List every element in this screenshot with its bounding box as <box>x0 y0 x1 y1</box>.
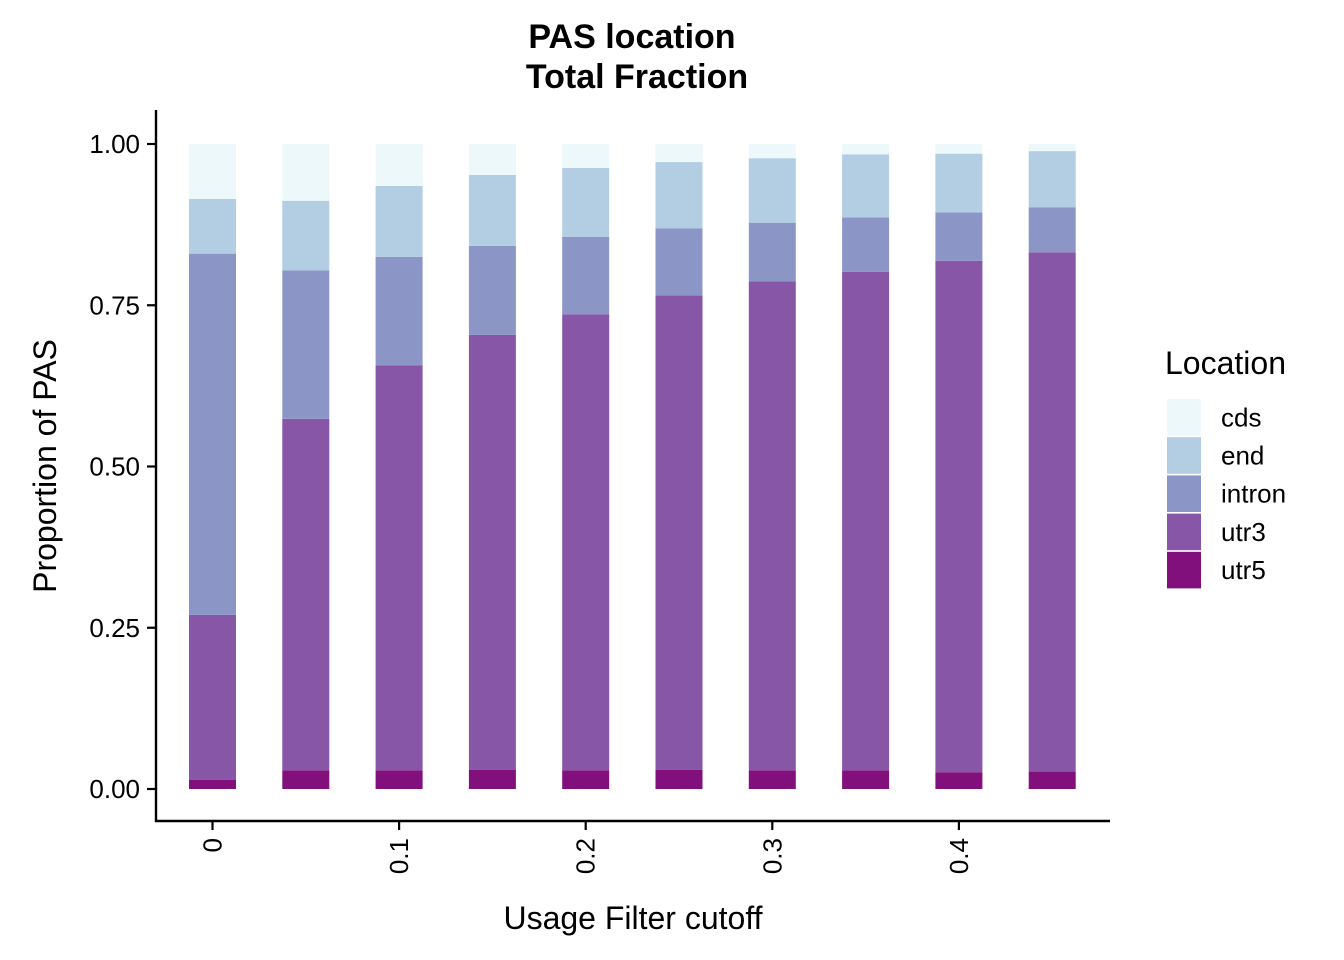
bar-segment-utr5 <box>189 779 236 789</box>
bar-segment-end <box>468 174 516 246</box>
bar-segment-utr3 <box>468 334 516 770</box>
y-ticks-group: 0.00 0.25 0.50 0.75 1.00 <box>89 129 156 804</box>
bar-segment-intron <box>935 212 983 261</box>
bar-segment-cds <box>562 144 610 168</box>
x-tick-label: 0.3 <box>757 838 787 874</box>
legend-label-utr3: utr3 <box>1221 517 1266 547</box>
bar-segment-cds <box>282 144 330 201</box>
bar-segment-utr5 <box>935 772 983 789</box>
chart-title: PAS location <box>528 18 735 56</box>
x-tick-label: 0.1 <box>384 838 414 874</box>
bar-segment-intron <box>1028 207 1076 253</box>
bar-segment-utr5 <box>282 770 330 789</box>
x-tick-label: 0.4 <box>944 838 974 874</box>
bar-segment-end <box>282 200 330 271</box>
x-tick-label: 0 <box>198 838 228 852</box>
bar-segment-utr3 <box>655 295 703 770</box>
bar-segment-end <box>748 158 796 223</box>
y-tick-label: 0.00 <box>89 774 140 804</box>
bar-segment-utr5 <box>562 770 610 789</box>
y-axis-title: Proportion of PAS <box>27 339 63 593</box>
legend-key-intron <box>1167 475 1201 512</box>
legend-label-intron: intron <box>1221 479 1286 509</box>
legend-label-end: end <box>1221 441 1264 471</box>
bars-group <box>189 144 1076 789</box>
bar-segment-cds <box>655 144 703 163</box>
bar-segment-intron <box>748 222 796 282</box>
bar-segment-cds <box>935 144 983 154</box>
x-axis-title: Usage Filter cutoff <box>503 900 762 936</box>
bar-segment-utr5 <box>748 770 796 789</box>
y-tick-label: 0.25 <box>89 613 140 643</box>
legend-label-utr5: utr5 <box>1221 555 1266 585</box>
bar-segment-utr5 <box>842 770 890 789</box>
bar-segment-end <box>189 198 236 254</box>
bar-segment-end <box>655 162 703 229</box>
bar-segment-utr5 <box>375 770 423 789</box>
bar-segment-cds <box>748 144 796 159</box>
legend-key-cds <box>1167 399 1201 436</box>
bar-segment-intron <box>282 270 330 419</box>
legend-key-end <box>1167 437 1201 474</box>
bar-segment-utr3 <box>562 314 610 771</box>
bar-segment-utr3 <box>375 365 423 771</box>
legend-label-cds: cds <box>1221 402 1261 432</box>
bar-segment-utr3 <box>842 271 890 771</box>
legend: Location cds end intron utr3 utr5 <box>1165 345 1286 589</box>
bar-segment-cds <box>189 144 236 199</box>
bar-segment-intron <box>189 253 236 615</box>
x-tick-label: 0.2 <box>571 838 601 874</box>
bar-segment-utr5 <box>655 769 703 789</box>
y-tick-label: 0.50 <box>89 452 140 482</box>
bar-segment-end <box>1028 151 1076 208</box>
bar-segment-intron <box>375 256 423 366</box>
bar-segment-end <box>842 154 890 218</box>
bar-segment-end <box>562 167 610 237</box>
bar-segment-cds <box>842 144 890 155</box>
bar-segment-end <box>935 153 983 213</box>
bar-segment-utr3 <box>748 281 796 771</box>
bar-segment-utr3 <box>282 418 330 771</box>
bar-segment-utr5 <box>468 769 516 789</box>
bar-segment-utr5 <box>1028 771 1076 789</box>
bar-segment-utr3 <box>1028 252 1076 772</box>
bar-segment-intron <box>655 228 703 296</box>
bar-segment-utr3 <box>189 614 236 780</box>
bar-segment-cds <box>1028 144 1076 152</box>
legend-title: Location <box>1165 345 1286 381</box>
bar-segment-end <box>375 185 423 257</box>
y-tick-label: 0.75 <box>89 290 140 320</box>
legend-key-utr3 <box>1167 513 1201 551</box>
bar-segment-intron <box>468 245 516 335</box>
bar-segment-utr3 <box>935 260 983 773</box>
bar-segment-cds <box>375 144 423 186</box>
chart-subtitle: Total Fraction <box>526 58 748 96</box>
bar-segment-intron <box>562 236 610 315</box>
bar-segment-cds <box>468 144 516 175</box>
legend-key-utr5 <box>1167 551 1201 589</box>
bar-segment-intron <box>842 217 890 272</box>
x-ticks-group: 0 0.1 0.2 0.3 0.4 <box>198 821 974 874</box>
y-tick-label: 1.00 <box>89 129 140 159</box>
